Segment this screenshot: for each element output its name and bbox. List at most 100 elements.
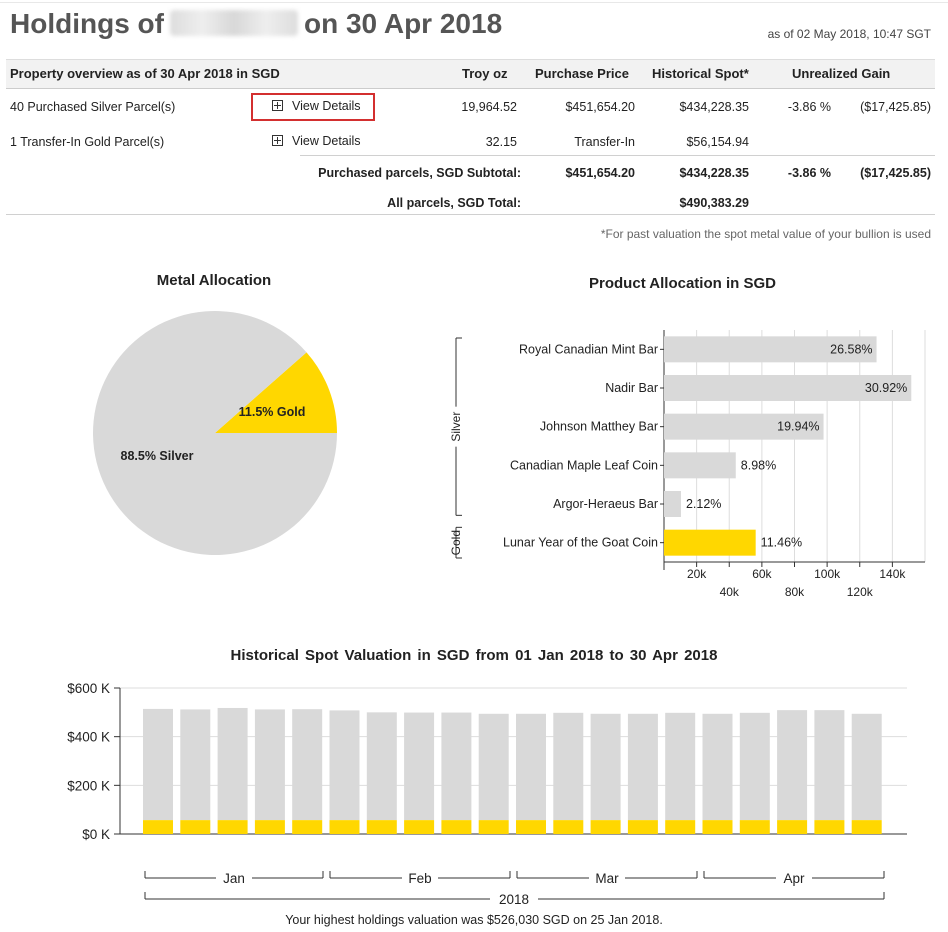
x-tick-label: 140k [879, 567, 906, 581]
month-label: Jan [223, 871, 245, 886]
silver-segment [627, 713, 658, 821]
row-gold-name: 1 Transfer-In Gold Parcel(s) [10, 135, 165, 149]
silver-segment [143, 708, 173, 821]
gold-segment [553, 820, 584, 834]
product-percent-label: 8.98% [741, 458, 776, 472]
expand-plus-icon [272, 135, 283, 146]
x-tick-label: 40k [720, 585, 740, 599]
header-unrealized-gain: Unrealized Gain [792, 66, 891, 81]
gold-segment [441, 820, 472, 834]
table-header-bar [6, 59, 935, 89]
x-tick-label: 20k [687, 567, 707, 581]
historical-valuation-chart: $0 K $200 K $400 K $600 K Jan Feb Mar Apr 2018 [67, 681, 907, 907]
subtotal-divider [300, 155, 935, 156]
year-label: 2018 [499, 892, 529, 907]
product-category-label: Argor-Heraeus Bar [553, 497, 658, 511]
page-title: Holdings of on 30 Apr 2018 [10, 8, 502, 40]
product-allocation-title: Product Allocation in SGD [589, 275, 776, 292]
product-category-label: Royal Canadian Mint Bar [519, 342, 658, 356]
silver-segment [851, 713, 882, 821]
view-details-label: View Details [292, 99, 361, 113]
gold-segment [702, 820, 733, 834]
silver-segment [739, 712, 770, 821]
expand-plus-icon [272, 100, 283, 111]
product-bar [664, 452, 736, 479]
view-details-silver-link[interactable]: View Details [272, 99, 361, 113]
silver-segment [441, 712, 472, 821]
month-label-bg [216, 870, 252, 886]
subtotal-spot: $434,228.35 [679, 166, 749, 180]
x-tick-label: 80k [785, 585, 805, 599]
row-silver-spot: $434,228.35 [679, 100, 749, 114]
product-allocation-bar-chart: Royal Canadian Mint Bar 26.58% Nadir Bar 30… [448, 330, 926, 599]
product-bar [664, 491, 681, 517]
gold-segment [366, 820, 397, 834]
pie-label-silver: 88.5% Silver [121, 449, 194, 463]
gold-segment [739, 820, 770, 834]
gold-segment [814, 820, 845, 834]
row-silver-gain-pct: -3.86 % [787, 100, 831, 114]
gold-segment [292, 820, 323, 834]
month-label-bg [776, 870, 812, 886]
product-bar [664, 375, 912, 401]
silver-segment [590, 713, 621, 821]
subtotal-gain-amt: ($17,425.85) [860, 166, 931, 180]
header-purchase-price: Purchase Price [535, 66, 629, 81]
view-details-label: View Details [292, 134, 361, 148]
gold-segment [180, 820, 211, 834]
subtotal-label: Purchased parcels, SGD Subtotal: [318, 166, 521, 180]
gold-segment [329, 820, 360, 834]
silver-segment [180, 709, 211, 821]
as-of-timestamp: as of 02 May 2018, 10:47 SGT [767, 27, 931, 41]
x-tick-label: 120k [847, 585, 874, 599]
row-gold-purchase: Transfer-In [574, 135, 635, 149]
header-troy-oz: Troy oz [462, 66, 508, 81]
month-label-bg [402, 870, 438, 886]
product-category-label: Canadian Maple Leaf Coin [510, 458, 658, 472]
y-tick-label: $600 K [67, 681, 110, 696]
gold-segment [217, 820, 248, 834]
gold-segment [777, 820, 808, 834]
x-tick-label: 60k [752, 567, 772, 581]
gold-segment [478, 820, 509, 834]
silver-segment [254, 709, 285, 821]
silver-segment [478, 713, 509, 821]
gold-segment [665, 820, 696, 834]
table-bottom-border [6, 214, 935, 215]
gold-segment [516, 820, 546, 834]
gold-segment [143, 820, 173, 834]
view-details-gold-link[interactable]: View Details [272, 134, 361, 148]
silver-segment [292, 709, 323, 821]
product-percent-label: 11.46% [761, 536, 802, 550]
subtotal-purchase: $451,654.20 [565, 166, 635, 180]
product-percent-label: 2.12% [686, 497, 721, 511]
product-percent-label: 30.92% [865, 381, 907, 395]
redacted-account-number [169, 10, 298, 36]
product-percent-label: 26.58% [830, 342, 872, 356]
total-label: All parcels, SGD Total: [387, 196, 521, 210]
historical-valuation-title: Historical Spot Valuation in SGD from 01… [230, 647, 718, 664]
silver-segment [516, 713, 546, 821]
silver-segment [366, 712, 397, 821]
header-historical-spot: Historical Spot* [652, 66, 749, 81]
title-prefix: Holdings of [10, 8, 164, 39]
row-gold-spot: $56,154.94 [686, 135, 749, 149]
row-silver-purchase: $451,654.20 [565, 100, 635, 114]
y-tick-label: $200 K [67, 778, 110, 793]
gold-segment [851, 820, 882, 834]
gold-segment [404, 820, 435, 834]
y-tick-label: $400 K [67, 730, 110, 745]
silver-segment [404, 712, 435, 821]
year-label-bg [490, 891, 538, 907]
month-label-bg [589, 870, 625, 886]
group-label-gold: Gold [449, 530, 463, 555]
group-label-silver: Silver [449, 412, 463, 442]
pie-label-gold: 11.5% Gold [239, 405, 306, 419]
silver-segment [329, 710, 360, 821]
product-category-label: Johnson Matthey Bar [540, 420, 658, 434]
month-label: Feb [408, 871, 431, 886]
silver-segment [814, 710, 845, 821]
group-label-bg [448, 406, 464, 447]
product-bar [664, 336, 877, 363]
product-category-label: Nadir Bar [605, 381, 658, 395]
